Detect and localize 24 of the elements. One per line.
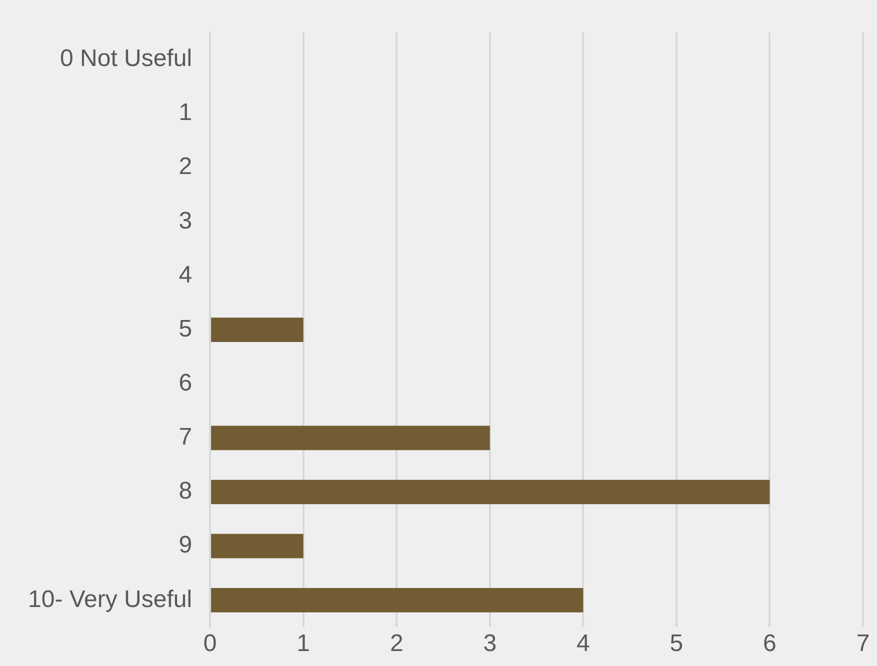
y-tick-label: 4 — [178, 261, 192, 288]
y-tick-label: 5 — [178, 315, 192, 342]
bar — [211, 426, 490, 450]
y-tick-label: 6 — [178, 370, 192, 396]
y-tick-label: 3 — [178, 207, 192, 234]
x-tick-label: 0 — [203, 630, 217, 658]
x-tick-label: 3 — [483, 630, 497, 658]
x-tick-label: 4 — [576, 630, 590, 658]
y-tick-label: 2 — [178, 153, 192, 180]
y-tick-label: 8 — [178, 478, 192, 505]
y-tick-label: 9 — [178, 532, 192, 559]
bar — [211, 534, 304, 558]
y-tick-label: 1 — [178, 99, 192, 126]
x-tick-label: 1 — [296, 630, 310, 658]
x-tick-label: 6 — [763, 630, 776, 658]
y-tick-label: 10- Very Useful — [28, 586, 192, 613]
bar — [211, 318, 304, 342]
y-tick-label: 0 Not Useful — [60, 45, 192, 72]
x-tick-label: 2 — [390, 630, 404, 658]
y-tick-label: 7 — [178, 424, 192, 451]
x-tick-label: 5 — [670, 630, 684, 658]
bar — [211, 588, 584, 612]
x-tick-label: 7 — [856, 630, 870, 658]
bar — [211, 480, 770, 504]
